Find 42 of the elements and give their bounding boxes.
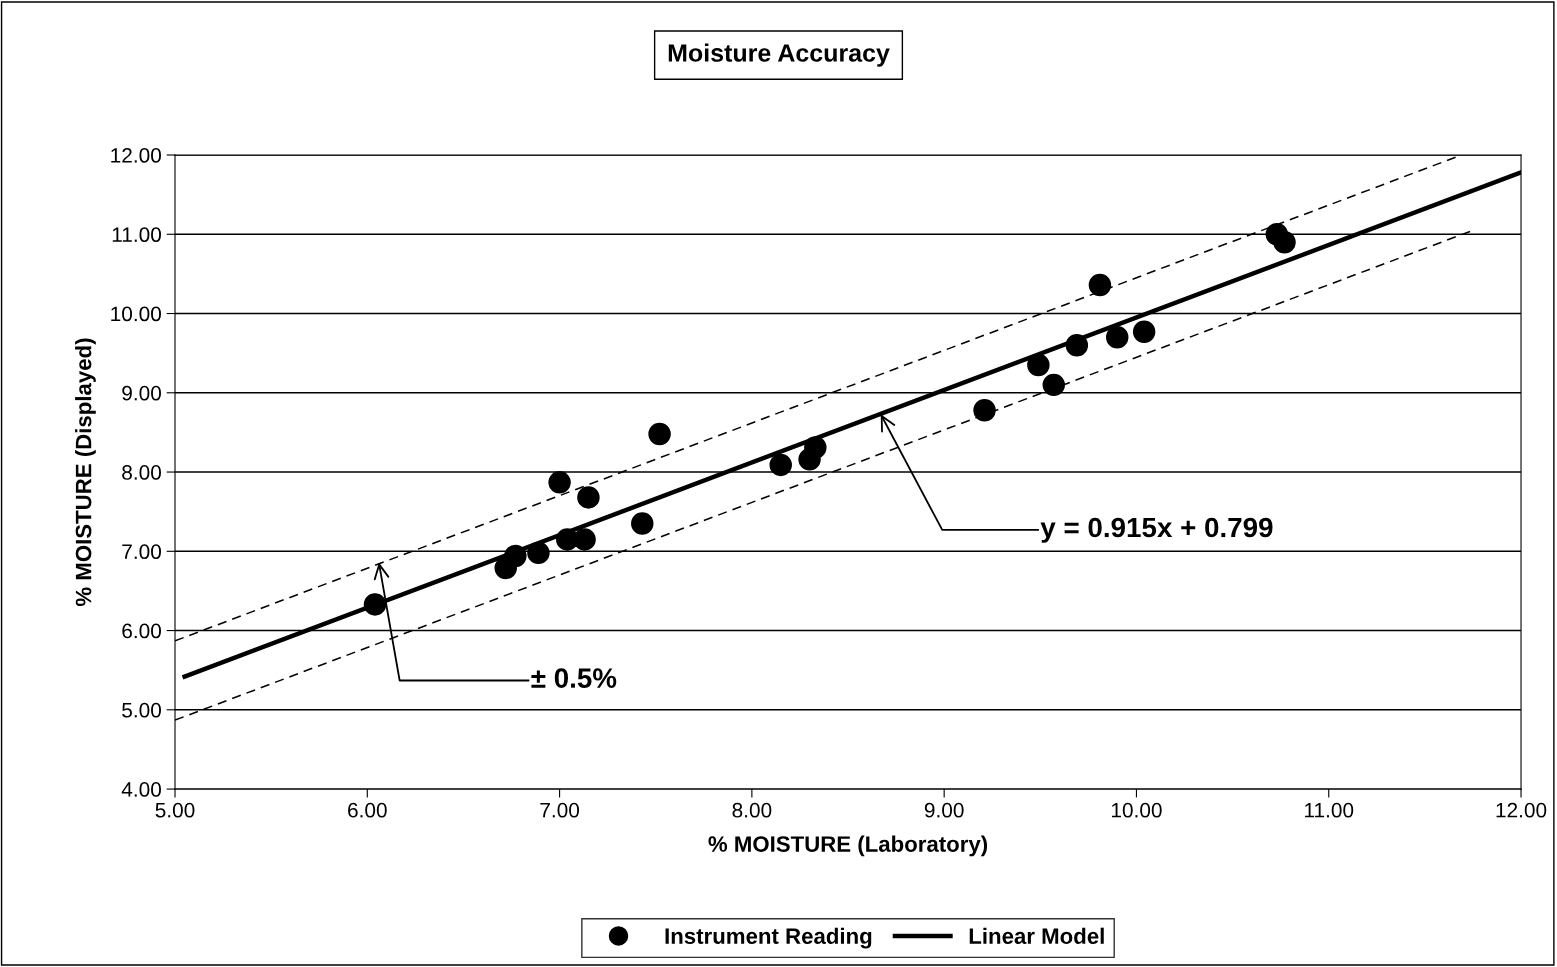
chart-title: Moisture Accuracy bbox=[668, 43, 890, 67]
x-tick-label: 12.00 bbox=[1496, 802, 1547, 818]
y-axis-title: % MOISTURE (Displayed) bbox=[75, 338, 96, 607]
point bbox=[527, 541, 550, 565]
annotation: ± 0.5% bbox=[531, 668, 617, 688]
x-tick-label: 10.00 bbox=[1111, 802, 1162, 818]
y-tick-label: 10.00 bbox=[111, 306, 161, 322]
point bbox=[1042, 373, 1065, 397]
annotation: y = 0.915x + 0.799 bbox=[1040, 517, 1273, 543]
y-tick-label: 5.00 bbox=[122, 702, 161, 718]
x-tick-label: 7.00 bbox=[540, 802, 580, 818]
point bbox=[769, 453, 792, 477]
y-tick-label: 11.00 bbox=[112, 227, 161, 243]
point bbox=[363, 593, 387, 616]
point bbox=[1273, 230, 1296, 254]
point bbox=[648, 422, 671, 446]
point bbox=[1132, 320, 1156, 343]
x-tick-label: 6.00 bbox=[348, 802, 387, 818]
x-tick-label: 11.00 bbox=[1305, 802, 1354, 818]
point bbox=[973, 398, 996, 422]
point bbox=[548, 471, 571, 494]
point bbox=[1088, 273, 1112, 297]
y-tick-label: 4.00 bbox=[121, 782, 161, 797]
point bbox=[1065, 334, 1089, 357]
y-tick-label: 7.00 bbox=[122, 544, 161, 560]
x-axis-title: % MOISTURE (Laboratory) bbox=[708, 835, 988, 857]
point bbox=[1027, 353, 1050, 377]
x-tick-label: 8.00 bbox=[732, 802, 772, 818]
point bbox=[577, 486, 600, 509]
point bbox=[573, 528, 596, 551]
y-tick-label: 12.00 bbox=[111, 148, 161, 163]
legend-label: Linear Model bbox=[969, 927, 1104, 944]
x-tick-label: 9.00 bbox=[924, 802, 964, 818]
point bbox=[804, 436, 827, 459]
point bbox=[631, 512, 654, 535]
y-tick-label: 8.00 bbox=[122, 465, 161, 480]
point bbox=[1105, 326, 1129, 349]
legend-label: Instrument Reading bbox=[665, 927, 872, 949]
point bbox=[504, 544, 527, 568]
y-tick-label: 6.00 bbox=[122, 623, 161, 639]
x-tick-label: 5.00 bbox=[155, 802, 195, 818]
y-tick-label: 9.00 bbox=[122, 385, 161, 401]
